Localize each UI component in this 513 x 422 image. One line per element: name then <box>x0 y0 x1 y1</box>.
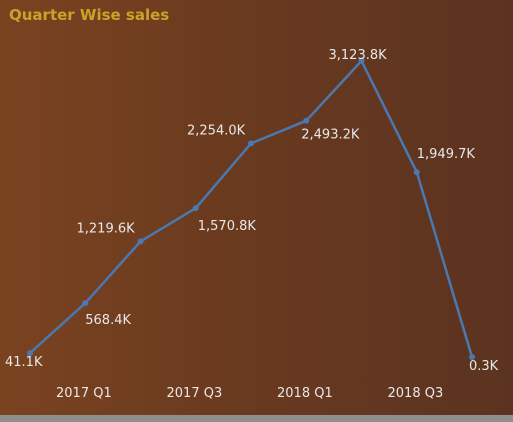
x-axis-ticks: 2017 Q1 2017 Q3 2018 Q1 2018 Q3 <box>56 386 443 401</box>
data-points <box>27 57 475 360</box>
data-point[interactable] <box>303 117 310 124</box>
data-label: 1,219.6K <box>77 221 136 236</box>
x-tick-label: 2018 Q3 <box>388 386 444 401</box>
data-point[interactable] <box>248 140 254 147</box>
data-label: 1,570.8K <box>198 219 257 234</box>
data-point[interactable] <box>82 300 89 307</box>
data-point[interactable] <box>192 205 199 212</box>
data-point[interactable] <box>358 57 365 64</box>
data-point[interactable] <box>27 350 33 357</box>
x-tick-label: 2018 Q1 <box>277 386 333 401</box>
data-point[interactable] <box>137 238 144 245</box>
data-point[interactable] <box>469 353 475 360</box>
chart-title: Quarter Wise sales <box>9 6 170 24</box>
x-tick-label: 2017 Q3 <box>167 386 223 401</box>
data-label: 2,493.2K <box>301 128 360 143</box>
data-label: 1,949.7K <box>417 147 476 162</box>
data-label: 2,254.0K <box>187 123 246 138</box>
data-labels: 41.1K 568.4K 1,219.6K 1,570.8K 2,254.0K 2,493… <box>5 48 499 374</box>
bottom-scrollbar <box>0 415 513 422</box>
data-point[interactable] <box>413 169 420 176</box>
data-label: 3,123.8K <box>329 48 388 63</box>
x-tick-label: 2017 Q1 <box>56 386 112 401</box>
data-label: 568.4K <box>85 313 131 328</box>
data-label: 41.1K <box>5 355 43 370</box>
data-label: 0.3K <box>469 359 499 374</box>
